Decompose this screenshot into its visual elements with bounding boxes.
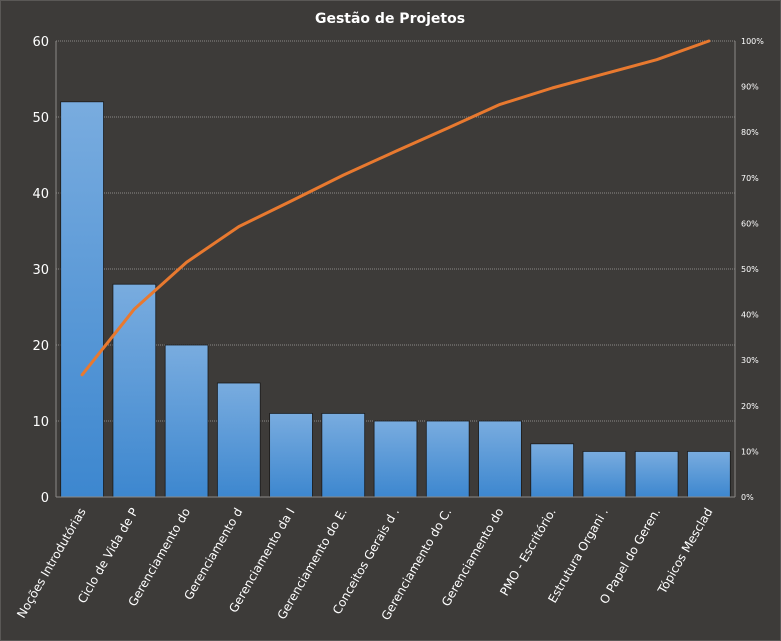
bar [164, 344, 209, 498]
bar [269, 412, 313, 498]
bar [425, 420, 470, 498]
y2-tick-label: 40% [741, 311, 759, 320]
y-axis-ticks: 0 10 20 30 40 50 60 [32, 35, 49, 506]
y2-tick-label: 20% [741, 402, 759, 411]
y-tick-label: 20 [32, 339, 49, 354]
y-tick-label: 50 [32, 111, 49, 126]
bars [60, 101, 731, 498]
bar [321, 412, 366, 498]
y-tick-label: 10 [32, 415, 49, 430]
x-tick-label: Noções Introdutórias [14, 506, 88, 621]
y2-tick-label: 60% [741, 219, 759, 228]
y2-tick-label: 70% [741, 174, 759, 183]
chart-title: Gestão de Projetos [315, 11, 465, 27]
y-tick-label: 60 [32, 35, 49, 50]
bar [60, 101, 104, 498]
y2-tick-label: 100% [741, 37, 764, 46]
bar [373, 420, 418, 498]
cumulative-line [80, 39, 711, 377]
y2-tick-label: 10% [741, 447, 759, 456]
x-tick-label: Gerenciamento d [181, 506, 245, 603]
y2-tick-label: 50% [741, 265, 759, 274]
axes [55, 41, 736, 498]
y2-tick-label: 30% [741, 356, 759, 365]
y2-axis-ticks: 0% 10% 20% 30% 40% 50% 60% 70% 80% 90% 100% [741, 37, 764, 502]
gridlines [56, 40, 735, 422]
bar [478, 420, 522, 498]
y-tick-label: 0 [41, 491, 49, 506]
x-tick-label: O Papel do Geren. [597, 506, 663, 607]
y2-tick-label: 90% [741, 83, 759, 92]
y-tick-label: 30 [32, 263, 49, 278]
x-tick-label: Tópicos Mesclad [655, 506, 716, 597]
bar [112, 283, 157, 498]
y2-tick-label: 80% [741, 128, 759, 137]
bar [530, 443, 575, 498]
bar [216, 382, 261, 498]
bar [687, 450, 731, 498]
x-tick-label: PMO - Escritório. [497, 506, 559, 599]
cumulative-series-line [80, 39, 711, 377]
bar [582, 450, 627, 498]
y2-tick-label: 0% [741, 493, 754, 502]
bar [634, 450, 679, 498]
y-tick-label: 40 [32, 187, 49, 202]
